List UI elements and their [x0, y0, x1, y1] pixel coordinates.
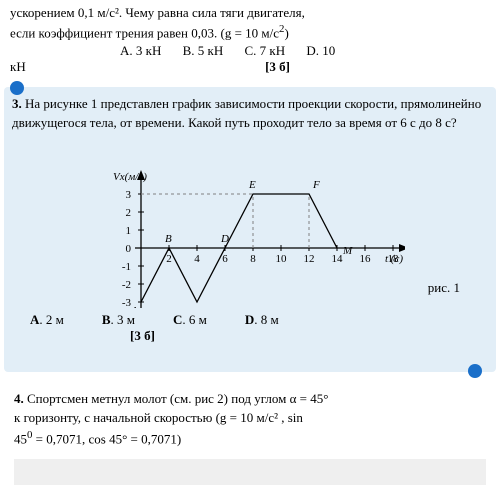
q4-line1: 4. Спортсмен метнул молот (см. рис 2) по…	[14, 390, 486, 409]
q2-option-b: В. 5 кН	[183, 43, 224, 59]
svg-text:10: 10	[276, 253, 288, 265]
q2-bottom-row: кН [3 б]	[10, 59, 490, 75]
svg-text:D: D	[220, 233, 229, 245]
q2-kn: кН	[10, 59, 26, 75]
q2-options: А. 3 кН В. 5 кН С. 7 кН D. 10	[10, 43, 490, 59]
q3-score: [3 б]	[12, 328, 488, 344]
question-4: 4. Спортсмен метнул молот (см. рис 2) по…	[0, 378, 500, 453]
svg-text:A: A	[130, 305, 138, 308]
svg-text:C: C	[197, 307, 205, 308]
question-2: ускорением 0,1 м/с². Чему равна сила тяг…	[0, 0, 500, 81]
q2-text-line1: ускорением 0,1 м/с². Чему равна сила тяг…	[10, 4, 490, 22]
q2-option-a: А. 3 кН	[120, 43, 161, 59]
selection-handle-bottom[interactable]	[468, 364, 482, 378]
q3-options: А. 2 м В. 3 м С. 6 м D. 8 м	[12, 308, 488, 328]
q3-option-d: D. 8 м	[245, 312, 279, 328]
q2-text-line2: если коэффициент трения равен 0,03. (g =…	[10, 22, 490, 43]
svg-text:-2: -2	[122, 279, 131, 291]
svg-text:3: 3	[126, 189, 132, 201]
svg-text:12: 12	[304, 253, 315, 265]
question-3: 3. На рисунке 1 представлен график завис…	[4, 87, 496, 373]
svg-text:t (c): t (c)	[385, 253, 403, 265]
svg-text:8: 8	[250, 253, 256, 265]
svg-text:2: 2	[126, 207, 132, 219]
svg-text:4: 4	[194, 253, 200, 265]
q2-option-d: D. 10	[306, 43, 335, 59]
figure-label: рис. 1	[428, 280, 460, 296]
selection-handle-top[interactable]	[10, 81, 24, 95]
svg-text:6: 6	[222, 253, 228, 265]
velocity-chart: -3-2-1123246810121416180Vx(м/с)t (c)ABCD…	[95, 138, 405, 308]
q4-line2: к горизонту, с начальной скоростью (g = …	[14, 409, 486, 428]
svg-text:M: M	[342, 245, 353, 257]
svg-text:Vx(м/с): Vx(м/с)	[113, 171, 147, 183]
q4-image-placeholder	[14, 459, 486, 485]
svg-text:16: 16	[360, 253, 372, 265]
svg-text:14: 14	[332, 253, 344, 265]
svg-text:E: E	[248, 179, 256, 191]
svg-text:2: 2	[166, 253, 172, 265]
q2-option-c: С. 7 кН	[244, 43, 285, 59]
svg-text:0: 0	[126, 243, 132, 255]
q4-line3: 450 = 0,7071, cos 45° = 0,7071)	[14, 428, 486, 449]
svg-text:F: F	[312, 179, 320, 191]
svg-text:B: B	[165, 233, 172, 245]
q3-option-c: С. 6 м	[173, 312, 207, 328]
q3-option-a: А. 2 м	[30, 312, 64, 328]
q3-text: 3. На рисунке 1 представлен график завис…	[12, 95, 488, 133]
q3-option-b: В. 3 м	[102, 312, 135, 328]
svg-text:-1: -1	[122, 261, 131, 273]
svg-text:1: 1	[126, 225, 132, 237]
q2-score: [3 б]	[265, 59, 290, 75]
